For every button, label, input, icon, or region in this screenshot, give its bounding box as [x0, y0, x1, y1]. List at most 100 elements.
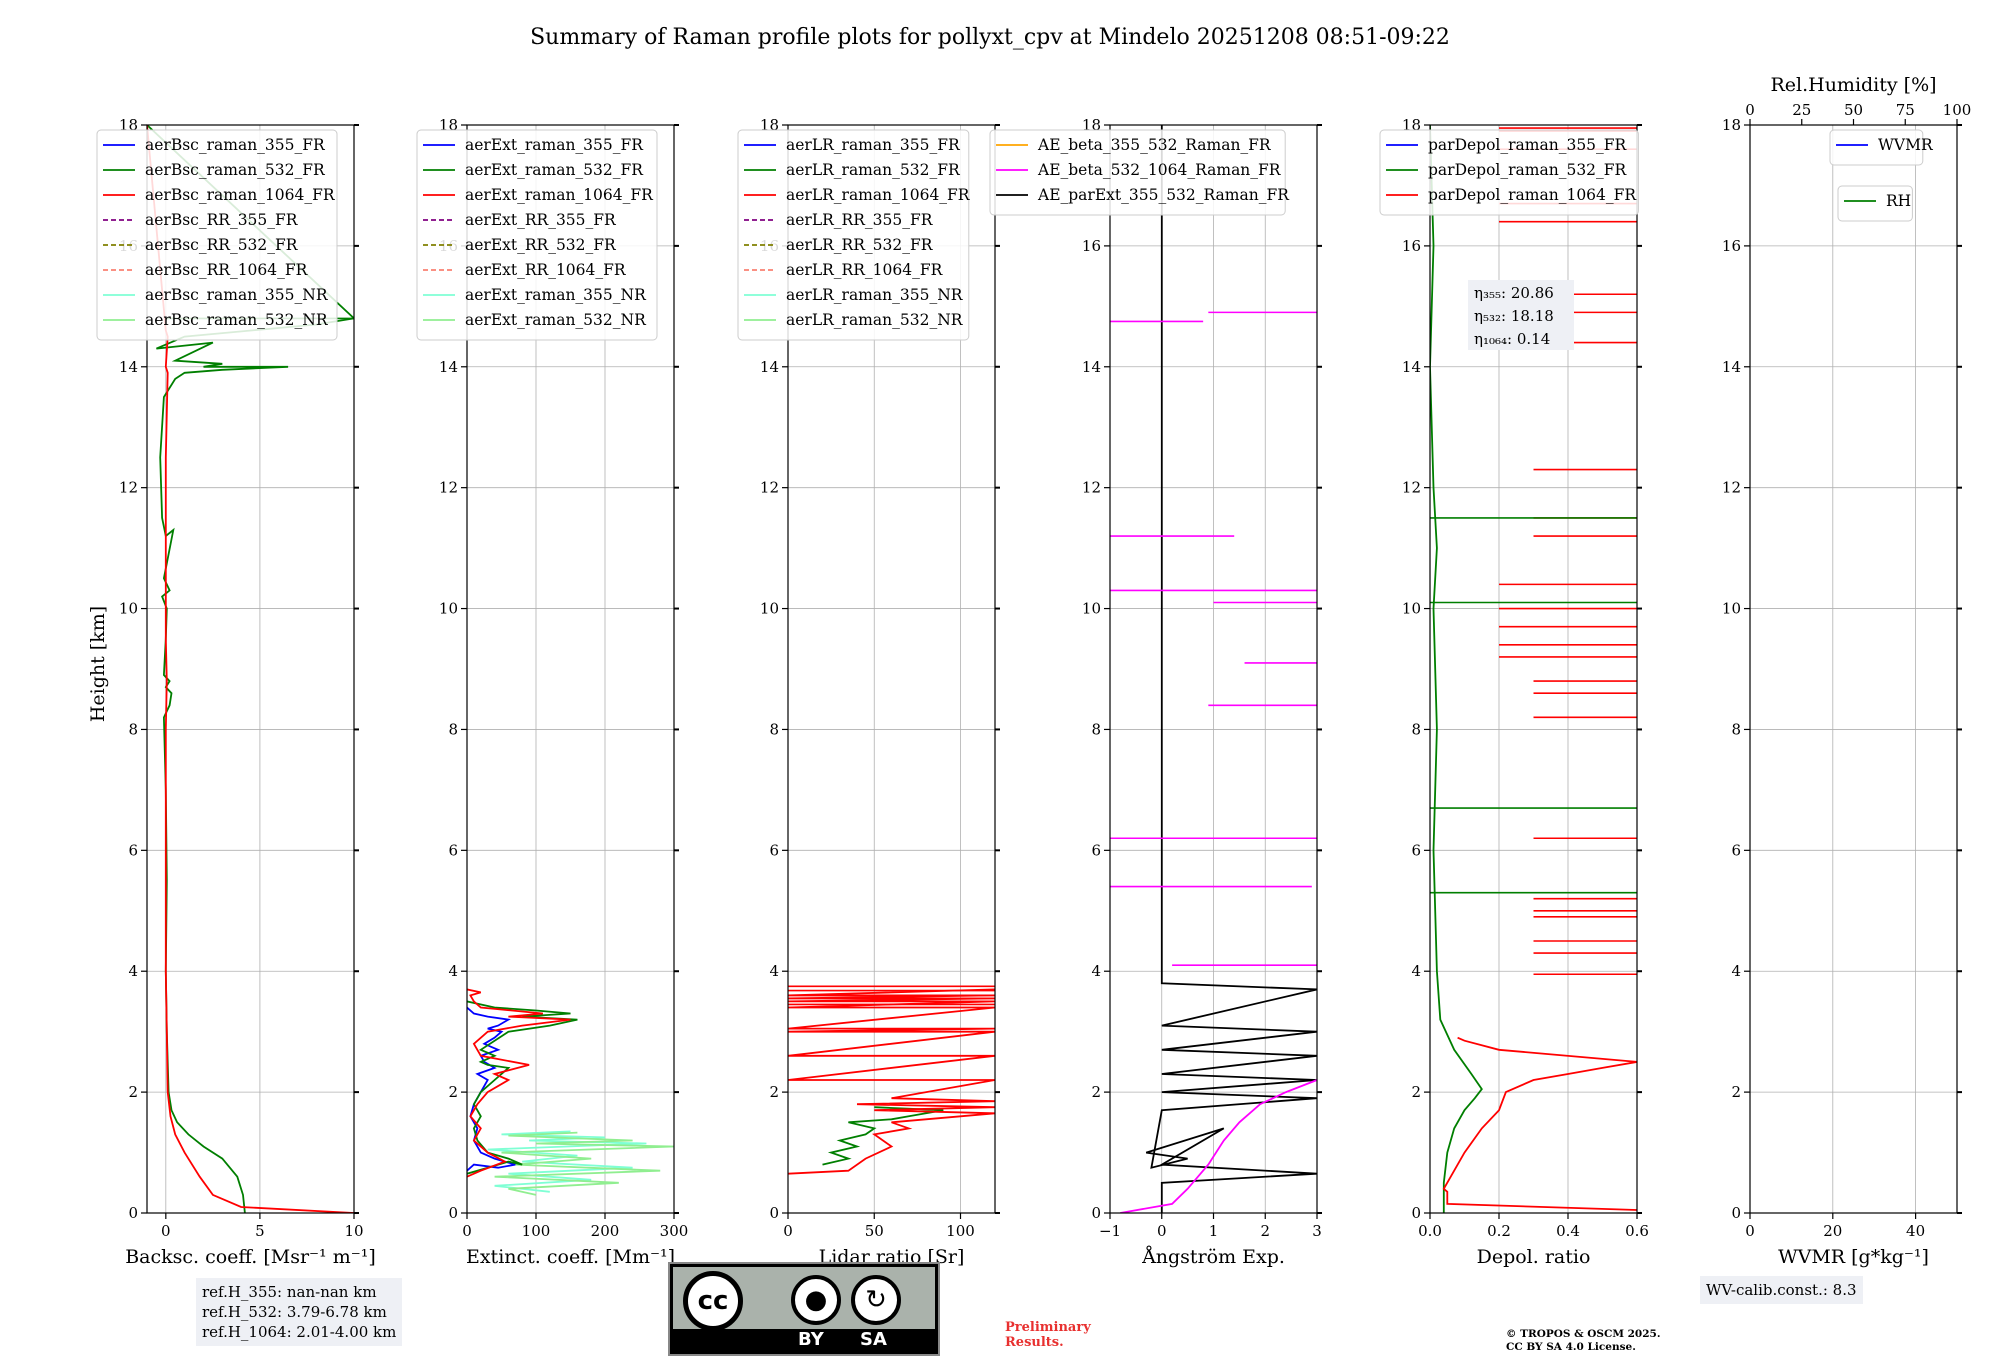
license-sa-label: SA	[860, 1329, 887, 1350]
y-tick-label: 6	[1411, 841, 1421, 859]
legend-box	[1829, 129, 1924, 166]
x-tick-label: −1	[1099, 1222, 1121, 1240]
ref-height-532: ref.H_532: 3.79-6.78 km	[202, 1303, 387, 1321]
legend-entry: aerLR_raman_532_NR	[786, 311, 964, 329]
x-tick-label: 100	[522, 1222, 551, 1240]
top-x-tick-label: 75	[1896, 101, 1915, 119]
legend: aerBsc_raman_355_FR aerBsc_raman_532_FRae…	[96, 129, 338, 341]
x-tick-label: 3	[1312, 1222, 1322, 1240]
axes-frame	[787, 124, 996, 1214]
y-axis-label: Height [km]	[87, 606, 109, 722]
legend-entry: WVMR	[1878, 136, 1934, 154]
series-line-parDepol_raman_532_FR	[1430, 125, 1483, 1213]
legend: AE_beta_355_532_Raman_FR AE_beta_532_1064…	[989, 129, 1290, 216]
series-group	[788, 985, 995, 1175]
y-tick-label: 12	[1082, 479, 1101, 497]
y-tick-label: 14	[760, 358, 779, 376]
series-group	[467, 988, 674, 1196]
copyright-note: © TROPOS & OSCM 2025. CC BY SA 4.0 Licen…	[1506, 1328, 1661, 1354]
cc-license-badge: cc ● ↻ BY SA	[668, 1262, 940, 1356]
series-line-AE_beta_532_1064_Raman_FR	[1120, 1079, 1317, 1213]
legend-entry: aerBsc_raman_532_FR	[145, 161, 326, 179]
series-line-aerLR_raman_532_FR	[822, 1106, 944, 1166]
x-tick-label: 50	[865, 1222, 884, 1240]
legend-entry: aerBsc_raman_355_NR	[145, 286, 329, 304]
legend-entry: RH	[1886, 192, 1911, 210]
legend-entry: AE_beta_355_532_Raman_FR	[1037, 136, 1272, 154]
x-tick-label: 0	[1745, 1222, 1755, 1240]
legend-box	[96, 129, 338, 341]
series-group	[1110, 125, 1317, 1213]
legend-entry: aerLR_raman_355_FR	[786, 136, 961, 154]
legend-entry: aerBsc_RR_1064_FR	[145, 261, 309, 279]
legend-entry: aerExt_RR_1064_FR	[465, 261, 627, 279]
y-tick-label: 14	[1722, 358, 1741, 376]
legend-box	[737, 129, 970, 341]
legend: aerLR_raman_355_FR aerLR_raman_532_FR aerL…	[737, 129, 971, 341]
annotation-line: η₃₅₅: 20.86	[1474, 284, 1554, 302]
y-tick-label: 16	[1722, 237, 1741, 255]
y-tick-label: 0	[1731, 1204, 1741, 1222]
series-line-AE_parExt_355_532_Raman_FR	[1145, 125, 1317, 1213]
y-tick-label: 8	[1091, 720, 1101, 738]
x-tick-label: 5	[255, 1222, 265, 1240]
y-tick-label: 4	[769, 962, 779, 980]
x-tick-label: 10	[344, 1222, 363, 1240]
y-tick-label: 6	[1091, 841, 1101, 859]
y-tick-label: 0	[448, 1204, 458, 1222]
y-tick-label: 14	[119, 358, 138, 376]
legend-box	[989, 129, 1286, 216]
series-line-parDepol_raman_1064_FR	[1442, 1036, 1637, 1211]
y-tick-label: 2	[1411, 1083, 1421, 1101]
x-tick-label: 40	[1906, 1222, 1925, 1240]
y-tick-label: 4	[448, 962, 458, 980]
y-tick-label: 2	[128, 1083, 138, 1101]
top-x-tick-label: 50	[1844, 101, 1863, 119]
y-tick-label: 14	[439, 358, 458, 376]
annotation-box	[1468, 280, 1574, 350]
y-tick-label: 8	[1731, 720, 1741, 738]
y-tick-label: 6	[769, 841, 779, 859]
annotation-line: η₅₃₂: 18.18	[1474, 307, 1554, 325]
legend-entry: aerExt_raman_1064_FR	[465, 186, 654, 204]
attribution-person-icon: ●	[791, 1275, 841, 1325]
series-line-aerExt_raman_355_NR	[487, 1130, 647, 1193]
legend-entry: aerBsc_raman_1064_FR	[145, 186, 336, 204]
series-line-aerExt_raman_532_NR	[494, 1131, 674, 1196]
legend-entry: aerBsc_RR_532_FR	[145, 236, 299, 254]
y-tick-label: 2	[1731, 1083, 1741, 1101]
ref-height-355: ref.H_355: nan-nan km	[202, 1283, 377, 1301]
y-tick-label: 2	[448, 1083, 458, 1101]
y-tick-label: 6	[128, 841, 138, 859]
y-tick-label: 4	[1091, 962, 1101, 980]
x-axis-label: Extinct. coeff. [Mm⁻¹]	[466, 1246, 675, 1268]
x-tick-label: 0	[462, 1222, 472, 1240]
y-tick-label: 12	[1722, 479, 1741, 497]
legend-entry: AE_beta_532_1064_Raman_FR	[1037, 161, 1282, 179]
legend-rh: RH	[1837, 185, 1913, 222]
y-tick-label: 8	[448, 720, 458, 738]
y-tick-label: 18	[1722, 116, 1741, 134]
y-tick-label: 10	[1082, 600, 1101, 618]
legend-box	[416, 129, 658, 341]
legend-box	[1837, 185, 1913, 222]
axes-frame	[466, 124, 675, 1214]
x-tick-label: 0.6	[1625, 1222, 1649, 1240]
y-tick-label: 4	[1731, 962, 1741, 980]
x-tick-label: 0.4	[1556, 1222, 1580, 1240]
share-alike-icon: ↻	[851, 1275, 901, 1325]
figure-title: Summary of Raman profile plots for polly…	[530, 25, 1450, 50]
series-line-aerBsc_raman_532_FR	[147, 125, 354, 1213]
legend-entry: aerLR_raman_532_FR	[786, 161, 961, 179]
y-tick-label: 0	[1091, 1204, 1101, 1222]
y-tick-label: 12	[1402, 479, 1421, 497]
x-tick-label: 300	[660, 1222, 689, 1240]
legend-entry: parDepol_raman_1064_FR	[1428, 186, 1637, 204]
preliminary-line-1: Preliminary	[1005, 1320, 1091, 1335]
top-x-tick-label: 100	[1943, 101, 1972, 119]
reference-height-box: ref.H_355: nan-nan km ref.H_532: 3.79-6.…	[196, 1278, 403, 1346]
copyright-line-1: © TROPOS & OSCM 2025.	[1506, 1328, 1661, 1340]
